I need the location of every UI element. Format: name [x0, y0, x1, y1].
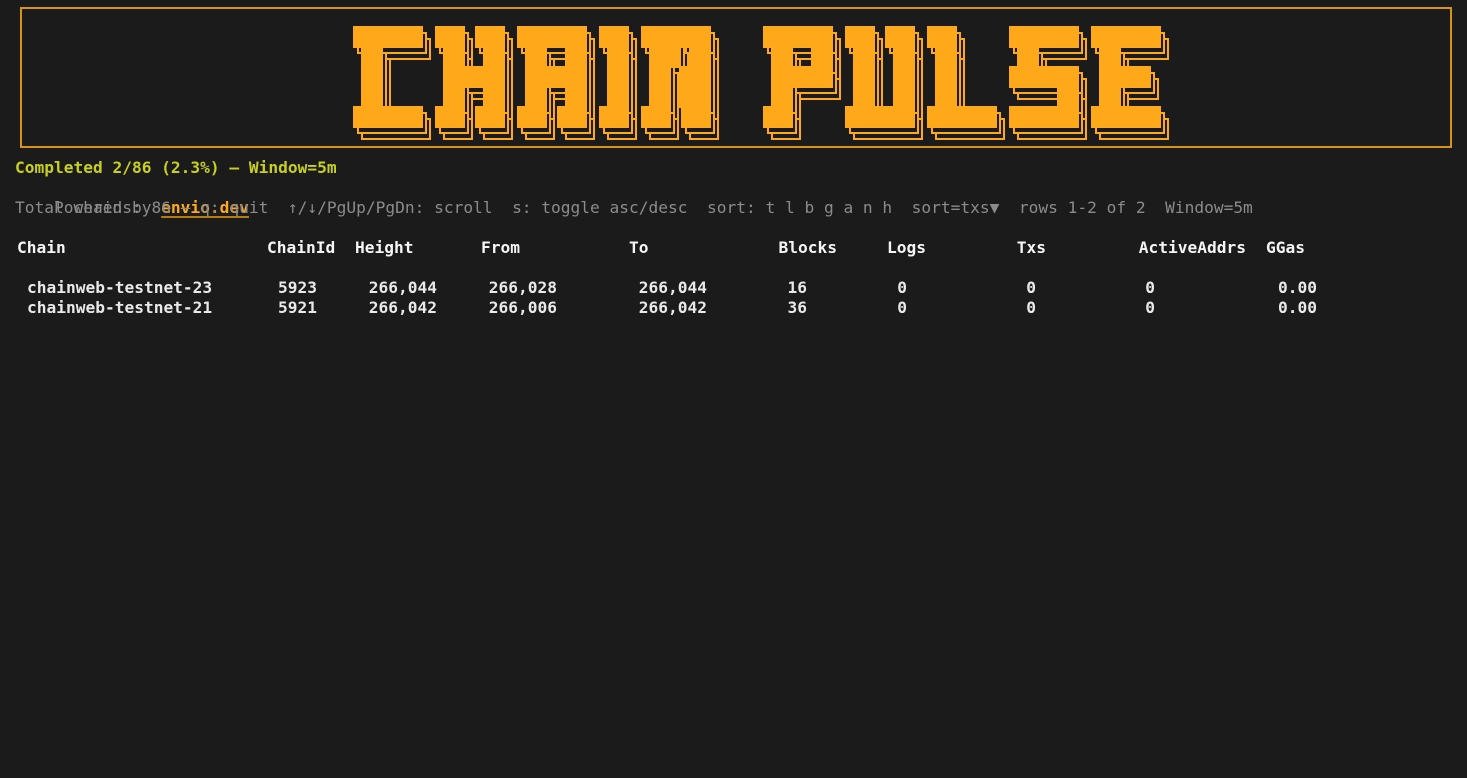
cell-chainid: 5923	[278, 278, 317, 297]
hint-sort-toggle: s: toggle asc/desc	[512, 198, 688, 217]
powered-by-label: Powered by	[53, 198, 162, 217]
hint-scroll: ↑/↓/PgUp/PgDn: scroll	[287, 198, 493, 217]
rows-indicator: rows 1-2 of 2	[1018, 198, 1146, 217]
banner-letter	[927, 26, 1005, 140]
sort-indicator: sort=txs▼	[911, 198, 1000, 217]
cell-logs: 0	[897, 298, 907, 317]
envio-dev-link[interactable]: envio.dev	[161, 198, 249, 217]
cell-chainid: 5921	[278, 298, 317, 317]
col-header-from: From	[481, 238, 520, 257]
cell-blocks: 16	[787, 278, 808, 297]
banner-letter	[641, 26, 719, 140]
banner-letter	[763, 26, 841, 140]
cell-to: 266,042	[638, 298, 707, 317]
hint-total-chains-quit: Total chains: 86 — q: quit	[15, 198, 269, 217]
progress-status: Completed 2/86 (2.3%) — Window=5m	[15, 158, 337, 177]
banner-letter	[517, 26, 595, 140]
banner-frame	[20, 7, 1452, 148]
col-header-txs: Txs	[1016, 238, 1046, 257]
banner-ascii-title	[353, 26, 1169, 140]
cell-from: 266,028	[488, 278, 557, 297]
cell-txs: 0	[1026, 278, 1036, 297]
banner-letter	[845, 26, 923, 140]
banner-letter	[1009, 26, 1087, 140]
cell-ggas: 0.00	[1278, 298, 1317, 317]
cell-to: 266,044	[638, 278, 707, 297]
cell-ggas: 0.00	[1278, 278, 1317, 297]
cell-txs: 0	[1026, 298, 1036, 317]
cell-activeaddrs: 0	[1145, 278, 1155, 297]
cell-height: 266,044	[368, 278, 437, 297]
col-header-chain: Chain	[17, 238, 66, 257]
hint-sort-keys: sort: t l b g a n h	[707, 198, 893, 217]
cell-chain: chainweb-testnet-21	[27, 298, 213, 317]
powered-by-line: Powered by envio.dev	[15, 178, 249, 217]
cell-activeaddrs: 0	[1145, 298, 1155, 317]
col-header-logs: Logs	[887, 238, 926, 257]
table-header-row: Chain ChainId Height From To Blocks Logs Txs Act…	[0, 238, 1467, 258]
banner-letter	[435, 26, 513, 140]
cell-logs: 0	[897, 278, 907, 297]
banner-letter	[599, 26, 637, 140]
banner-letter	[353, 26, 431, 140]
cell-height: 266,042	[368, 298, 437, 317]
col-header-height: Height	[355, 238, 414, 257]
col-header-blocks: Blocks	[778, 238, 837, 257]
cell-from: 266,006	[488, 298, 557, 317]
cell-chain: chainweb-testnet-23	[27, 278, 213, 297]
table-row[interactable]: chainweb-testnet-21 5921 266,042 266,006 266…	[0, 298, 1467, 318]
col-header-activeaddrs: ActiveAddrs	[1138, 238, 1246, 257]
banner-letter	[1091, 26, 1169, 140]
window-indicator: Window=5m	[1165, 198, 1253, 217]
table-row[interactable]: chainweb-testnet-23 5923 266,044 266,028 266…	[0, 278, 1467, 298]
cell-blocks: 36	[787, 298, 808, 317]
col-header-chainid: ChainId	[267, 238, 336, 257]
col-header-to: To	[629, 238, 649, 257]
keyboard-hints-bar: Total chains: 86 — q: quit ↑/↓/PgUp/PgDn…	[15, 198, 1253, 218]
col-header-ggas: GGas	[1266, 238, 1305, 257]
